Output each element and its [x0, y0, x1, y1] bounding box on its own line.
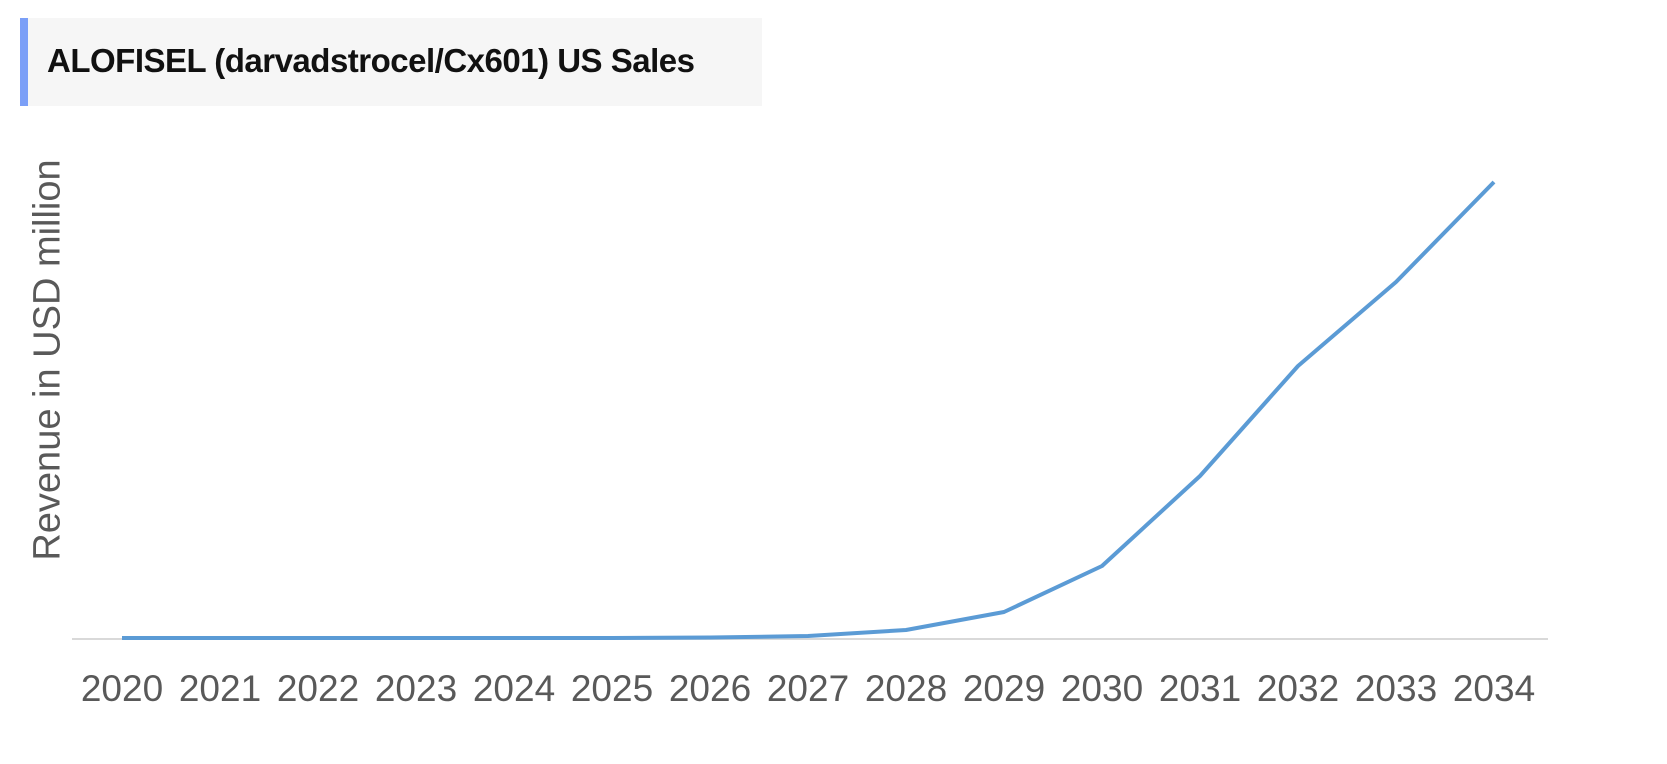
x-tick-label: 2022 [277, 668, 359, 709]
x-tick-label: 2021 [179, 668, 261, 709]
x-tick-label: 2028 [865, 668, 947, 709]
chart-title-box: ALOFISEL (darvadstrocel/Cx601) US Sales [20, 18, 762, 106]
x-tick-label: 2031 [1159, 668, 1241, 709]
x-tick-label: 2030 [1061, 668, 1143, 709]
x-tick-label: 2023 [375, 668, 457, 709]
x-tick-label: 2032 [1257, 668, 1339, 709]
x-tick-label: 2025 [571, 668, 653, 709]
x-tick-label: 2034 [1453, 668, 1535, 709]
x-tick-label: 2027 [767, 668, 849, 709]
x-axis-ticks: 2020 2021 2022 2023 2024 2025 2026 2027 2028 2029… [81, 668, 1535, 709]
x-tick-label: 2020 [81, 668, 163, 709]
chart-title: ALOFISEL (darvadstrocel/Cx601) US Sales [47, 42, 695, 79]
x-tick-label: 2024 [473, 668, 555, 709]
sales-line [122, 180, 1496, 640]
x-tick-label: 2033 [1355, 668, 1437, 709]
x-tick-label: 2029 [963, 668, 1045, 709]
x-tick-label: 2026 [669, 668, 751, 709]
